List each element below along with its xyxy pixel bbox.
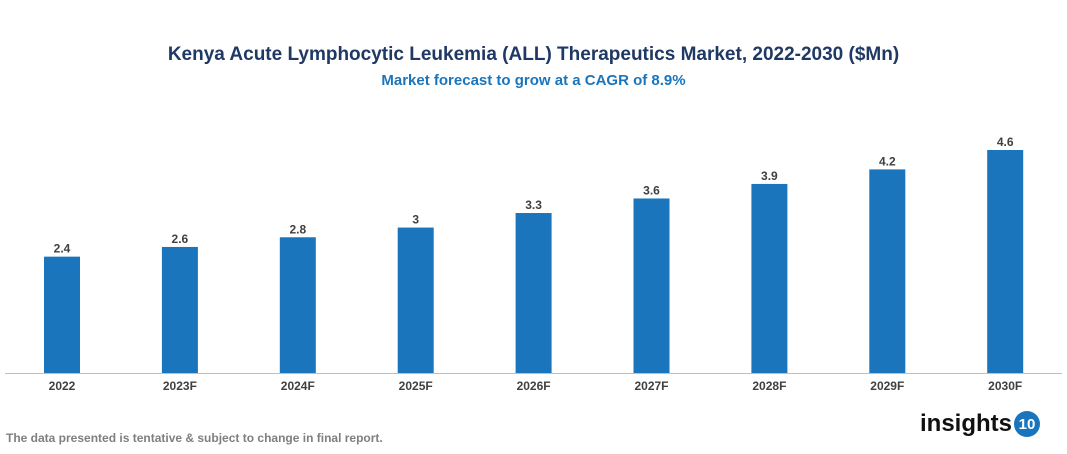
data-label: 2.4 xyxy=(54,242,71,256)
x-tick-label: 2025F xyxy=(399,379,433,393)
bar-2026F xyxy=(515,213,552,373)
bar-2024F xyxy=(279,237,316,373)
data-label: 2.8 xyxy=(289,222,306,236)
data-label: 3.9 xyxy=(761,169,778,183)
bar-2023F xyxy=(161,246,198,373)
x-tick-label: 2028F xyxy=(752,379,786,393)
data-label: 4.6 xyxy=(997,135,1014,149)
bar-2030F xyxy=(987,150,1024,373)
bar-2022 xyxy=(44,256,80,373)
data-label: 3.3 xyxy=(525,198,542,212)
x-tick-label: 2027F xyxy=(634,379,668,393)
bar-2027F xyxy=(633,198,670,373)
data-label: 4.2 xyxy=(879,154,896,168)
insights10-logo: insights 10 xyxy=(920,410,1041,438)
data-label: 2.6 xyxy=(172,232,189,246)
bar-2025F xyxy=(397,227,434,373)
x-tick-label: 2026F xyxy=(517,379,551,393)
disclaimer-text: The data presented is tentative & subjec… xyxy=(6,431,383,445)
x-tick-label: 2030F xyxy=(988,379,1022,393)
x-tick-label: 2022 xyxy=(49,379,76,393)
x-tick-label: 2023F xyxy=(163,379,197,393)
logo-number: 10 xyxy=(1014,411,1041,437)
x-tick-label: 2029F xyxy=(870,379,904,393)
chart-subtitle: Market forecast to grow at a CAGR of 8.9… xyxy=(381,72,686,89)
data-label: 3.6 xyxy=(643,183,660,197)
chart-title: Kenya Acute Lymphocytic Leukemia (ALL) T… xyxy=(167,44,900,65)
logo-text: insights xyxy=(920,410,1013,437)
data-label: 3 xyxy=(412,213,419,227)
x-tick-label: 2024F xyxy=(281,379,315,393)
bar-2029F xyxy=(869,169,906,373)
bar-2028F xyxy=(751,183,788,373)
